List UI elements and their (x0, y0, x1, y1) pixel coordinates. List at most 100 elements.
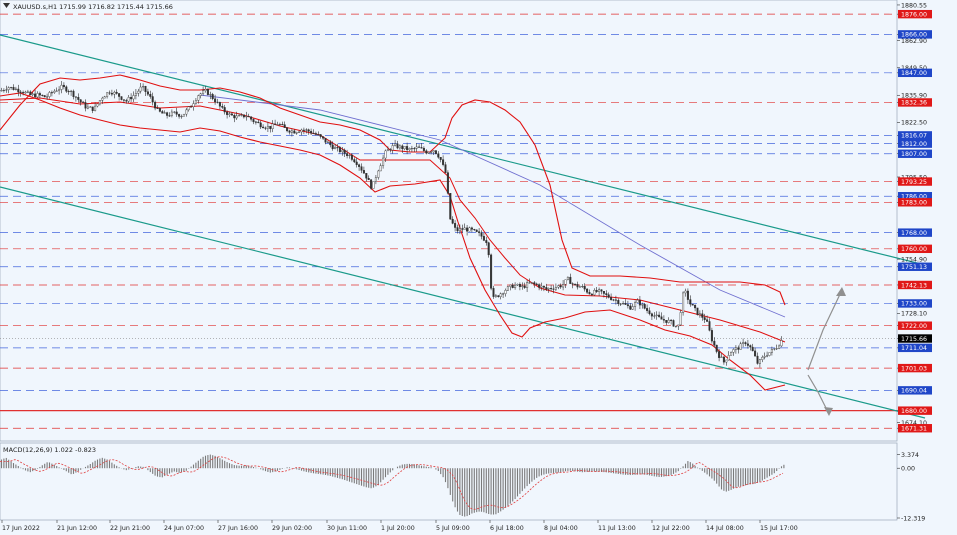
candle-body-52 (125, 100, 128, 102)
candle-body-311 (746, 343, 749, 346)
candle-body-130 (312, 132, 315, 134)
candle-body-51 (122, 99, 125, 101)
candle-body-147 (353, 159, 356, 163)
candle-body-53 (127, 97, 130, 102)
candle-body-214 (514, 284, 517, 289)
candle-body-242 (581, 286, 584, 288)
candle-body-240 (576, 284, 579, 288)
candle-body-165 (396, 143, 399, 149)
candle-body-278 (667, 319, 670, 323)
candle-body-261 (626, 304, 629, 307)
candle-body-98 (235, 115, 238, 119)
candle-body-22 (53, 90, 56, 93)
candle-body-285 (684, 290, 687, 294)
candle-body-146 (350, 154, 353, 160)
collapse-triangle-icon[interactable] (3, 3, 10, 8)
candle-body-82 (197, 95, 200, 101)
candle-body-12 (29, 91, 32, 96)
candle-body-226 (542, 285, 545, 288)
candle-body-309 (742, 342, 745, 344)
price-tag-2 (898, 68, 932, 78)
x-tick-label-9: 6 Jul 18:00 (490, 525, 524, 532)
candle-body-148 (355, 161, 358, 165)
candle-body-186 (446, 172, 449, 194)
candle-body-16 (38, 93, 41, 96)
candle-body-199 (478, 231, 481, 233)
candle-body-21 (50, 92, 53, 94)
candle-body-96 (230, 113, 233, 116)
candle-body-79 (190, 106, 193, 108)
candle-body-204 (490, 254, 493, 289)
bollinger-middle (0, 97, 786, 343)
y-tick-label-3: 1862.90 (901, 38, 927, 45)
candle-body-312 (749, 345, 752, 348)
candle-body-84 (202, 90, 205, 94)
candle-body-57 (137, 90, 140, 94)
candle-body-73 (175, 111, 178, 115)
candle-body-253 (607, 294, 610, 298)
candle-body-116 (278, 124, 281, 126)
price-tag-13 (898, 280, 932, 290)
candle-body-274 (658, 314, 661, 317)
forecast-arrows (807, 287, 846, 416)
candle-body-59 (142, 85, 145, 88)
candle-body-284 (682, 292, 685, 313)
candle-body-11 (26, 91, 29, 93)
candle-body-121 (290, 130, 293, 133)
candle-body-80 (192, 103, 195, 107)
candle-body-239 (574, 283, 577, 285)
candle-body-154 (370, 179, 373, 189)
candle-body-178 (427, 151, 430, 154)
price-tag-7 (898, 177, 932, 186)
candle-body-46 (110, 92, 113, 95)
candle-body-257 (617, 300, 620, 304)
candle-body-13 (31, 93, 34, 96)
candle-body-159 (382, 157, 385, 166)
candle-body-196 (470, 227, 473, 230)
forecast-down-arrowhead (824, 407, 833, 416)
candle-body-241 (578, 286, 581, 288)
candle-body-194 (466, 227, 469, 232)
y-tick-label-29: 1674.10 (901, 420, 927, 427)
candle-body-246 (590, 293, 593, 296)
price-level-lines (0, 13, 897, 429)
candle-body-7 (17, 88, 20, 93)
candle-body-4 (10, 86, 13, 88)
candle-body-227 (545, 287, 548, 290)
candle-body-228 (547, 288, 550, 290)
price-tag-label-9: 1783.00 (901, 200, 927, 207)
candle-body-289 (694, 305, 697, 309)
candle-body-192 (461, 228, 464, 230)
price-tag-label-10: 1768.00 (901, 230, 927, 237)
candle-body-134 (322, 136, 325, 139)
candle-body-181 (434, 150, 437, 154)
candle-body-293 (703, 317, 706, 320)
candle-body-314 (754, 350, 757, 357)
price-tag-label-16: 1715.66 (901, 336, 927, 343)
candle-body-174 (418, 146, 421, 148)
candle-body-268 (643, 304, 646, 309)
candle-body-115 (276, 124, 279, 126)
candle-body-47 (113, 91, 116, 95)
candle-body-151 (362, 170, 365, 174)
candle-body-207 (497, 295, 500, 297)
channel-lower-line (0, 186, 926, 419)
candle-body-107 (257, 121, 260, 124)
candle-body-94 (226, 111, 229, 115)
candle-body-216 (518, 284, 521, 287)
price-tag-label-2: 1847.00 (901, 70, 927, 77)
candle-body-68 (163, 112, 166, 114)
candle-body-197 (473, 229, 476, 231)
price-tag-9 (898, 198, 932, 207)
candlestick-series (0, 81, 783, 368)
candle-body-70 (168, 115, 171, 117)
candle-body-124 (298, 131, 301, 133)
candle-body-100 (240, 114, 243, 116)
candle-body-198 (475, 229, 478, 232)
price-tag-label-11: 1760.00 (901, 246, 927, 253)
bollinger-lower (0, 92, 786, 391)
candle-body-279 (670, 319, 673, 321)
x-tick-label-4: 27 Jun 16:00 (218, 525, 258, 532)
candle-body-86 (206, 89, 209, 95)
candle-body-321 (770, 349, 773, 353)
